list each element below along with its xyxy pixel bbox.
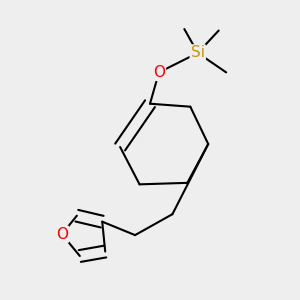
Text: Si: Si xyxy=(191,46,205,61)
Text: O: O xyxy=(153,65,165,80)
Text: O: O xyxy=(56,227,68,242)
